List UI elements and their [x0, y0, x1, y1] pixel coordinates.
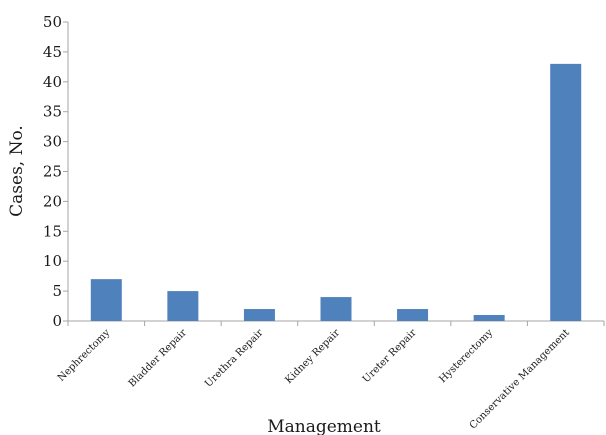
x-tick-label: Nephrectomy [56, 327, 113, 384]
bar [90, 279, 122, 321]
y-axis: 0 5 10 15 20 25 30 35 40 45 50 [43, 13, 69, 330]
bar [243, 309, 275, 321]
x-tick-label: Ureter Repair [361, 327, 419, 385]
y-tick-label: 35 [43, 103, 62, 121]
y-tick-label: 15 [43, 222, 62, 240]
y-tick-label: 10 [43, 252, 62, 270]
y-tick-label: 50 [43, 13, 62, 31]
y-axis-title: Cases, No. [7, 125, 27, 217]
bar [320, 297, 352, 321]
y-tick-label: 25 [43, 163, 62, 181]
y-tick-label: 40 [43, 73, 62, 91]
y-tick-label: 0 [52, 312, 62, 330]
x-axis: Nephrectomy Bladder Repair Urethra Repair K… [56, 320, 605, 432]
x-axis-title: Management [267, 417, 381, 435]
bar [397, 309, 429, 321]
x-tick-label: Bladder Repair [127, 327, 189, 389]
bar [473, 315, 505, 321]
bar [167, 291, 199, 321]
x-tick-label: Urethra Repair [203, 327, 266, 390]
x-tick-label: Kidney Repair [283, 327, 342, 386]
y-tick-label: 20 [43, 192, 62, 210]
y-tick-label: 45 [43, 43, 62, 61]
y-tick-label: 5 [52, 282, 62, 300]
bar [550, 63, 582, 322]
bars [90, 63, 582, 322]
x-tick-label: Hysterectomy [437, 327, 495, 385]
y-tick-label: 30 [43, 133, 62, 151]
